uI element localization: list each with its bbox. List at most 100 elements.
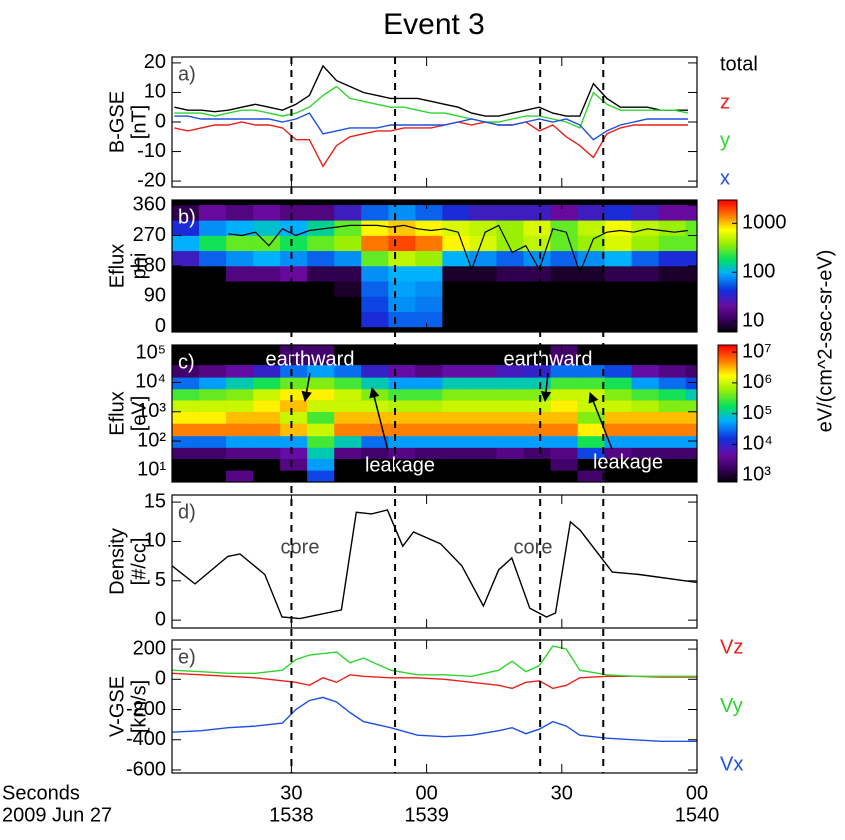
y-axis-label: [nT] [128, 105, 150, 139]
heatmap-cell [388, 377, 416, 390]
colorbar-swatch [718, 468, 737, 472]
heatmap-cell [280, 205, 308, 221]
heatmap-cell [199, 311, 227, 328]
heatmap-cell [631, 470, 659, 483]
series-line [171, 672, 697, 690]
y-axis-label: B-GSE [106, 91, 128, 153]
heatmap-cell [631, 377, 659, 390]
colorbar-swatch [718, 406, 737, 410]
annotation: leakage [593, 451, 663, 473]
colorbar-swatch [718, 390, 737, 394]
heatmap-cell [199, 411, 227, 424]
heatmap-cell [685, 205, 698, 221]
heatmap-cell [253, 435, 281, 448]
heatmap-cell [550, 235, 578, 252]
heatmap-cell [550, 400, 578, 413]
heatmap-cell [199, 377, 227, 390]
heatmap-cell [577, 411, 605, 424]
heatmap-cell [442, 235, 470, 252]
colorbar-swatch [718, 281, 737, 285]
heatmap-cell [199, 400, 227, 413]
panel-label: e) [178, 646, 196, 668]
colorbar-swatch [718, 321, 737, 324]
colorbar-swatch [718, 427, 737, 430]
x-tick-label: 30 [280, 782, 302, 804]
heatmap-cell [334, 296, 362, 312]
heatmap-cell [361, 377, 389, 390]
legend-label: x [720, 167, 730, 189]
colorbar-swatch [718, 250, 737, 254]
heatmap-cell [469, 205, 497, 221]
heatmap-cell [604, 235, 632, 252]
heatmap-cell [253, 470, 281, 483]
heatmap-cell [253, 296, 281, 312]
colorbar-swatch [718, 475, 737, 478]
colorbar-swatch [718, 440, 737, 444]
heatmap-cell [334, 400, 362, 413]
heatmap-cell [685, 400, 698, 413]
colorbar-swatch [718, 211, 737, 214]
x-tick-label: 00 [415, 782, 437, 804]
colorbar-swatch [718, 292, 737, 296]
heatmap-cell [631, 388, 659, 401]
heatmap-cell [253, 364, 281, 378]
heatmap-cell [415, 400, 443, 413]
heatmap-cell [685, 220, 698, 236]
heatmap-cell [226, 281, 254, 297]
heatmap-cell [388, 345, 416, 366]
heatmap-cell [523, 364, 551, 378]
colorbar-swatch [718, 301, 737, 304]
heatmap-cell [172, 250, 200, 267]
colorbar-swatch [718, 395, 737, 399]
heatmap-cell [442, 266, 470, 282]
heatmap-cell [280, 388, 308, 401]
colorbar-swatch [718, 345, 737, 348]
colorbar-swatch [718, 479, 737, 483]
colorbar-swatch [718, 379, 737, 383]
heatmap-cell [172, 447, 200, 459]
colorbar-swatch [718, 279, 737, 282]
heatmap-cell [334, 345, 362, 366]
heatmap-cell [334, 377, 362, 390]
colorbar-swatch [718, 349, 737, 353]
heatmap-cell [685, 435, 698, 448]
colorbar-swatch [718, 325, 737, 329]
heatmap-cell [253, 458, 281, 471]
heatmap-cell [307, 435, 335, 448]
heatmap-cell [658, 470, 687, 483]
heatmap-cell [658, 235, 687, 252]
colorbar-swatch [718, 438, 737, 442]
heatmap-cell [631, 311, 659, 328]
y-tick-label: -400 [126, 728, 166, 750]
heatmap-cell [199, 388, 227, 401]
heatmap-cell [172, 377, 200, 390]
heatmap-cell [415, 266, 443, 282]
heatmap-cell [226, 470, 254, 483]
colorbar-swatch [718, 200, 737, 203]
heatmap-cell [172, 470, 200, 483]
heatmap-cell [226, 435, 254, 448]
heatmap-cell [334, 220, 362, 236]
heatmap-cell [442, 220, 470, 236]
heatmap-cell [523, 281, 551, 297]
heatmap-cell [658, 411, 687, 424]
heatmap-cell [388, 250, 416, 267]
heatmap-cell [631, 250, 659, 267]
heatmap-cell [307, 470, 335, 483]
heatmap-cell [604, 205, 632, 221]
x-row-title: 2009 Jun 27 [2, 804, 112, 826]
heatmap-cell [496, 470, 524, 483]
heatmap-cell [631, 281, 659, 297]
heatmap-cell [199, 345, 227, 366]
heatmap-cell [199, 266, 227, 282]
heatmap-cell [631, 447, 659, 459]
heatmap-cell [550, 250, 578, 267]
heatmap-cell [469, 400, 497, 413]
heatmap-cell [307, 364, 335, 378]
heatmap-cell [280, 281, 308, 297]
heatmap-cell [658, 250, 687, 267]
colorbar-swatch [718, 288, 737, 291]
series-line [171, 509, 698, 620]
heatmap-cell [469, 345, 497, 366]
heatmap-cell [469, 435, 497, 448]
